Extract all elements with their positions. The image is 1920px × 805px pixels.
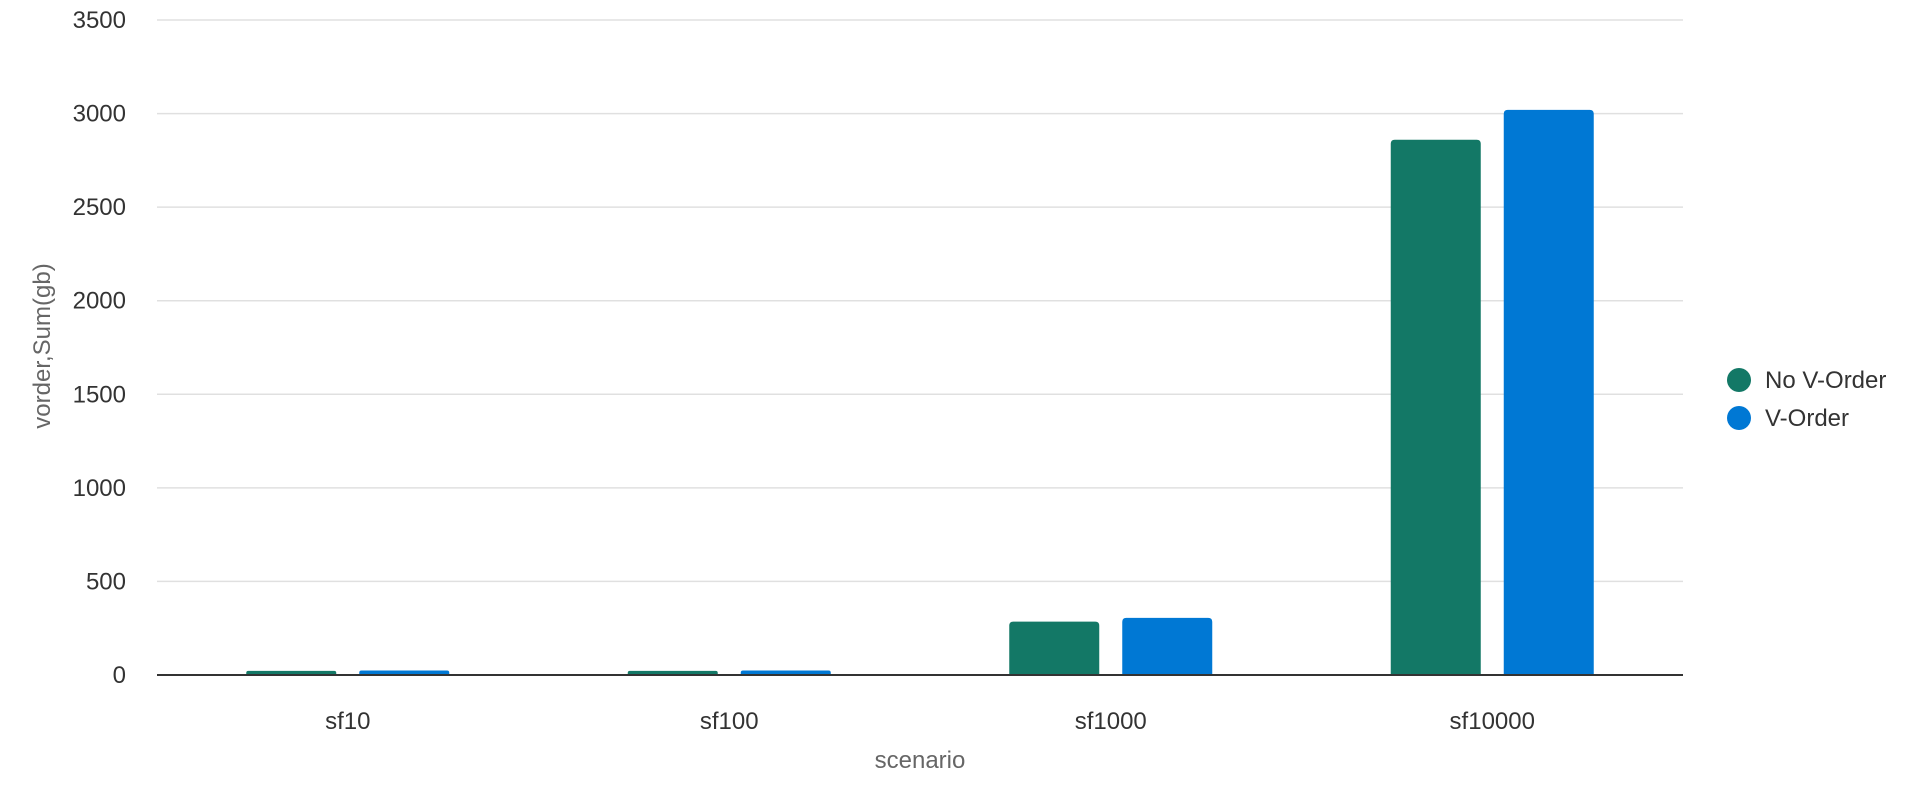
y-tick-labels: 0 500 1000 1500 2000 2500 3000 3500 [73,7,126,689]
bar-no-v-order-sf10000[interactable] [1390,139,1481,675]
x-axis-title: scenario [875,747,966,774]
bar-no-v-order-sf100[interactable] [627,670,718,675]
legend-item-no-v-order[interactable]: No V-Order [1727,367,1886,394]
x-tick-labels: sf10 sf100 sf1000 sf10000 [325,708,1535,735]
bars [246,109,1594,676]
legend-label: No V-Order [1765,367,1886,394]
x-tick-label: sf10000 [1450,708,1535,735]
legend: No V-Order V-Order [1727,367,1886,432]
bar-v-order-sf100[interactable] [740,670,831,675]
bar-no-v-order-sf1000[interactable] [1009,621,1100,675]
x-tick-label: sf1000 [1075,708,1147,735]
bar-v-order-sf10000[interactable] [1503,109,1594,676]
legend-swatch [1727,368,1751,392]
y-tick-label: 3000 [73,101,126,128]
y-tick-label: 500 [86,568,126,595]
y-tick-label: 2000 [73,288,126,315]
x-tick-label: sf100 [700,708,759,735]
y-tick-label: 0 [113,662,126,689]
y-axis-title: vorder,Sum(gb) [29,263,56,428]
x-tick-label: sf10 [325,708,370,735]
y-tick-label: 1500 [73,381,126,408]
bar-no-v-order-sf10[interactable] [246,670,337,675]
bar-v-order-sf10[interactable] [359,670,450,675]
y-tick-label: 1000 [73,475,126,502]
legend-swatch [1727,406,1751,430]
y-tick-label: 2500 [73,194,126,221]
bar-v-order-sf1000[interactable] [1122,617,1213,675]
legend-item-v-order[interactable]: V-Order [1727,405,1849,432]
legend-label: V-Order [1765,405,1849,432]
y-tick-label: 3500 [73,7,126,34]
gridlines [157,19,1683,583]
